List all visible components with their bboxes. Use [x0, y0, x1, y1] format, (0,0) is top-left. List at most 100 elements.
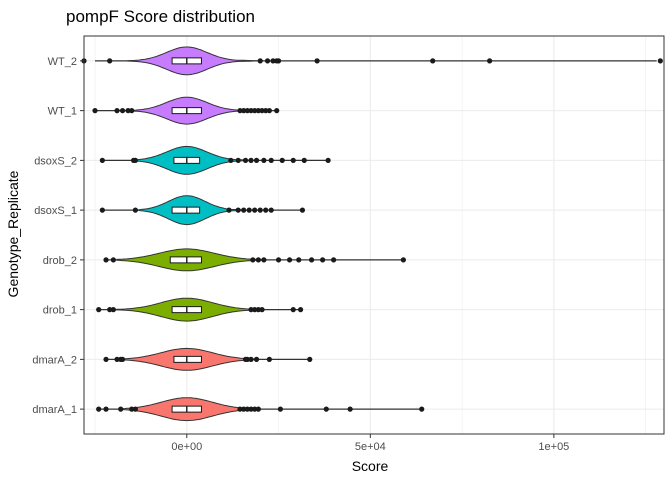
- data-point: [290, 157, 296, 163]
- y-tick-label: drob_1: [43, 305, 77, 317]
- data-point: [259, 307, 265, 313]
- y-axis-title: Genotype_Replicate: [5, 170, 21, 297]
- data-point: [252, 307, 258, 313]
- data-point: [261, 157, 267, 163]
- iqr-box: [171, 206, 201, 214]
- x-axis-title: Score: [352, 458, 389, 474]
- violin-group-dmarA_1: [96, 397, 425, 422]
- data-point: [129, 406, 135, 412]
- data-point: [248, 157, 254, 163]
- data-point: [253, 157, 260, 163]
- data-point: [487, 58, 493, 64]
- data-point: [297, 307, 304, 313]
- violin-group-WT_1: [92, 96, 280, 125]
- data-point: [279, 157, 285, 163]
- violin-group-drob_1: [96, 297, 304, 322]
- data-point: [246, 207, 252, 213]
- data-point: [270, 58, 276, 64]
- data-point: [244, 356, 250, 362]
- data-point: [241, 207, 247, 213]
- data-point: [257, 58, 263, 64]
- data-point: [228, 157, 234, 163]
- x-axis: 0e+00 5e+04 1e+05: [171, 434, 569, 453]
- data-point: [103, 257, 109, 263]
- data-point: [331, 257, 337, 263]
- data-point: [119, 356, 126, 362]
- data-point: [96, 406, 102, 412]
- violin-group-dmarA_2: [103, 347, 313, 371]
- data-point: [400, 257, 406, 263]
- data-point: [119, 108, 126, 114]
- data-point: [129, 108, 135, 114]
- data-point: [299, 207, 306, 213]
- y-tick-label: dsoxS_1: [34, 205, 77, 217]
- data-point: [241, 108, 247, 114]
- violin-group-dsoxS_2: [99, 145, 331, 175]
- data-point: [325, 157, 331, 163]
- data-point: [110, 257, 116, 263]
- data-point: [248, 406, 254, 412]
- data-point: [657, 58, 663, 64]
- y-tick-label: dsoxS_2: [34, 155, 77, 167]
- data-point: [275, 257, 282, 263]
- data-point: [253, 356, 260, 362]
- data-point: [92, 108, 98, 114]
- data-point: [107, 307, 113, 313]
- data-point: [307, 356, 313, 362]
- data-point: [132, 406, 138, 412]
- violin-group-drob_2: [103, 248, 406, 272]
- data-point: [263, 207, 269, 213]
- data-point: [320, 257, 326, 263]
- data-point: [261, 257, 267, 263]
- data-point: [255, 406, 261, 412]
- data-point: [248, 108, 254, 114]
- chart-title: pompF Score distribution: [66, 7, 255, 26]
- data-point: [252, 207, 258, 213]
- data-point: [235, 207, 241, 213]
- data-point: [125, 108, 131, 114]
- data-point: [96, 307, 102, 313]
- data-point: [237, 406, 243, 412]
- data-point: [263, 108, 269, 114]
- data-point: [274, 108, 280, 114]
- data-point: [226, 207, 232, 213]
- data-point: [107, 58, 113, 64]
- violin-group-WT_2: [81, 46, 663, 76]
- data-point: [103, 406, 109, 412]
- data-point: [296, 257, 302, 263]
- data-point: [242, 157, 249, 163]
- y-tick-label: dmarA_1: [32, 404, 77, 416]
- data-point: [248, 307, 254, 313]
- data-point: [244, 108, 250, 114]
- violins-layer: [81, 46, 663, 422]
- data-point: [266, 356, 272, 362]
- data-point: [114, 356, 120, 362]
- x-tick-label: 5e+04: [355, 441, 386, 453]
- data-point: [430, 58, 436, 64]
- data-point: [257, 207, 263, 213]
- data-point: [259, 108, 265, 114]
- x-tick-label: 0e+00: [171, 441, 202, 453]
- data-point: [255, 108, 261, 114]
- y-tick-label: WT_1: [48, 106, 77, 118]
- data-point: [252, 108, 258, 114]
- data-point: [277, 406, 283, 412]
- data-point: [250, 257, 256, 263]
- data-point: [235, 157, 241, 163]
- data-point: [323, 406, 329, 412]
- data-point: [255, 257, 261, 263]
- data-point: [248, 356, 254, 362]
- data-point: [268, 157, 274, 163]
- data-point: [132, 207, 138, 213]
- y-tick-label: drob_2: [43, 255, 77, 267]
- data-point: [264, 58, 271, 64]
- data-point: [237, 108, 243, 114]
- data-point: [314, 58, 320, 64]
- y-tick-label: WT_2: [48, 56, 77, 68]
- data-point: [244, 406, 250, 412]
- data-point: [266, 108, 272, 114]
- iqr-box: [169, 256, 202, 264]
- y-axis: WT_2 WT_1 dsoxS_2 dsoxS_1 drob_2 drob_1 dmarA_…: [32, 56, 84, 416]
- data-point: [419, 406, 425, 412]
